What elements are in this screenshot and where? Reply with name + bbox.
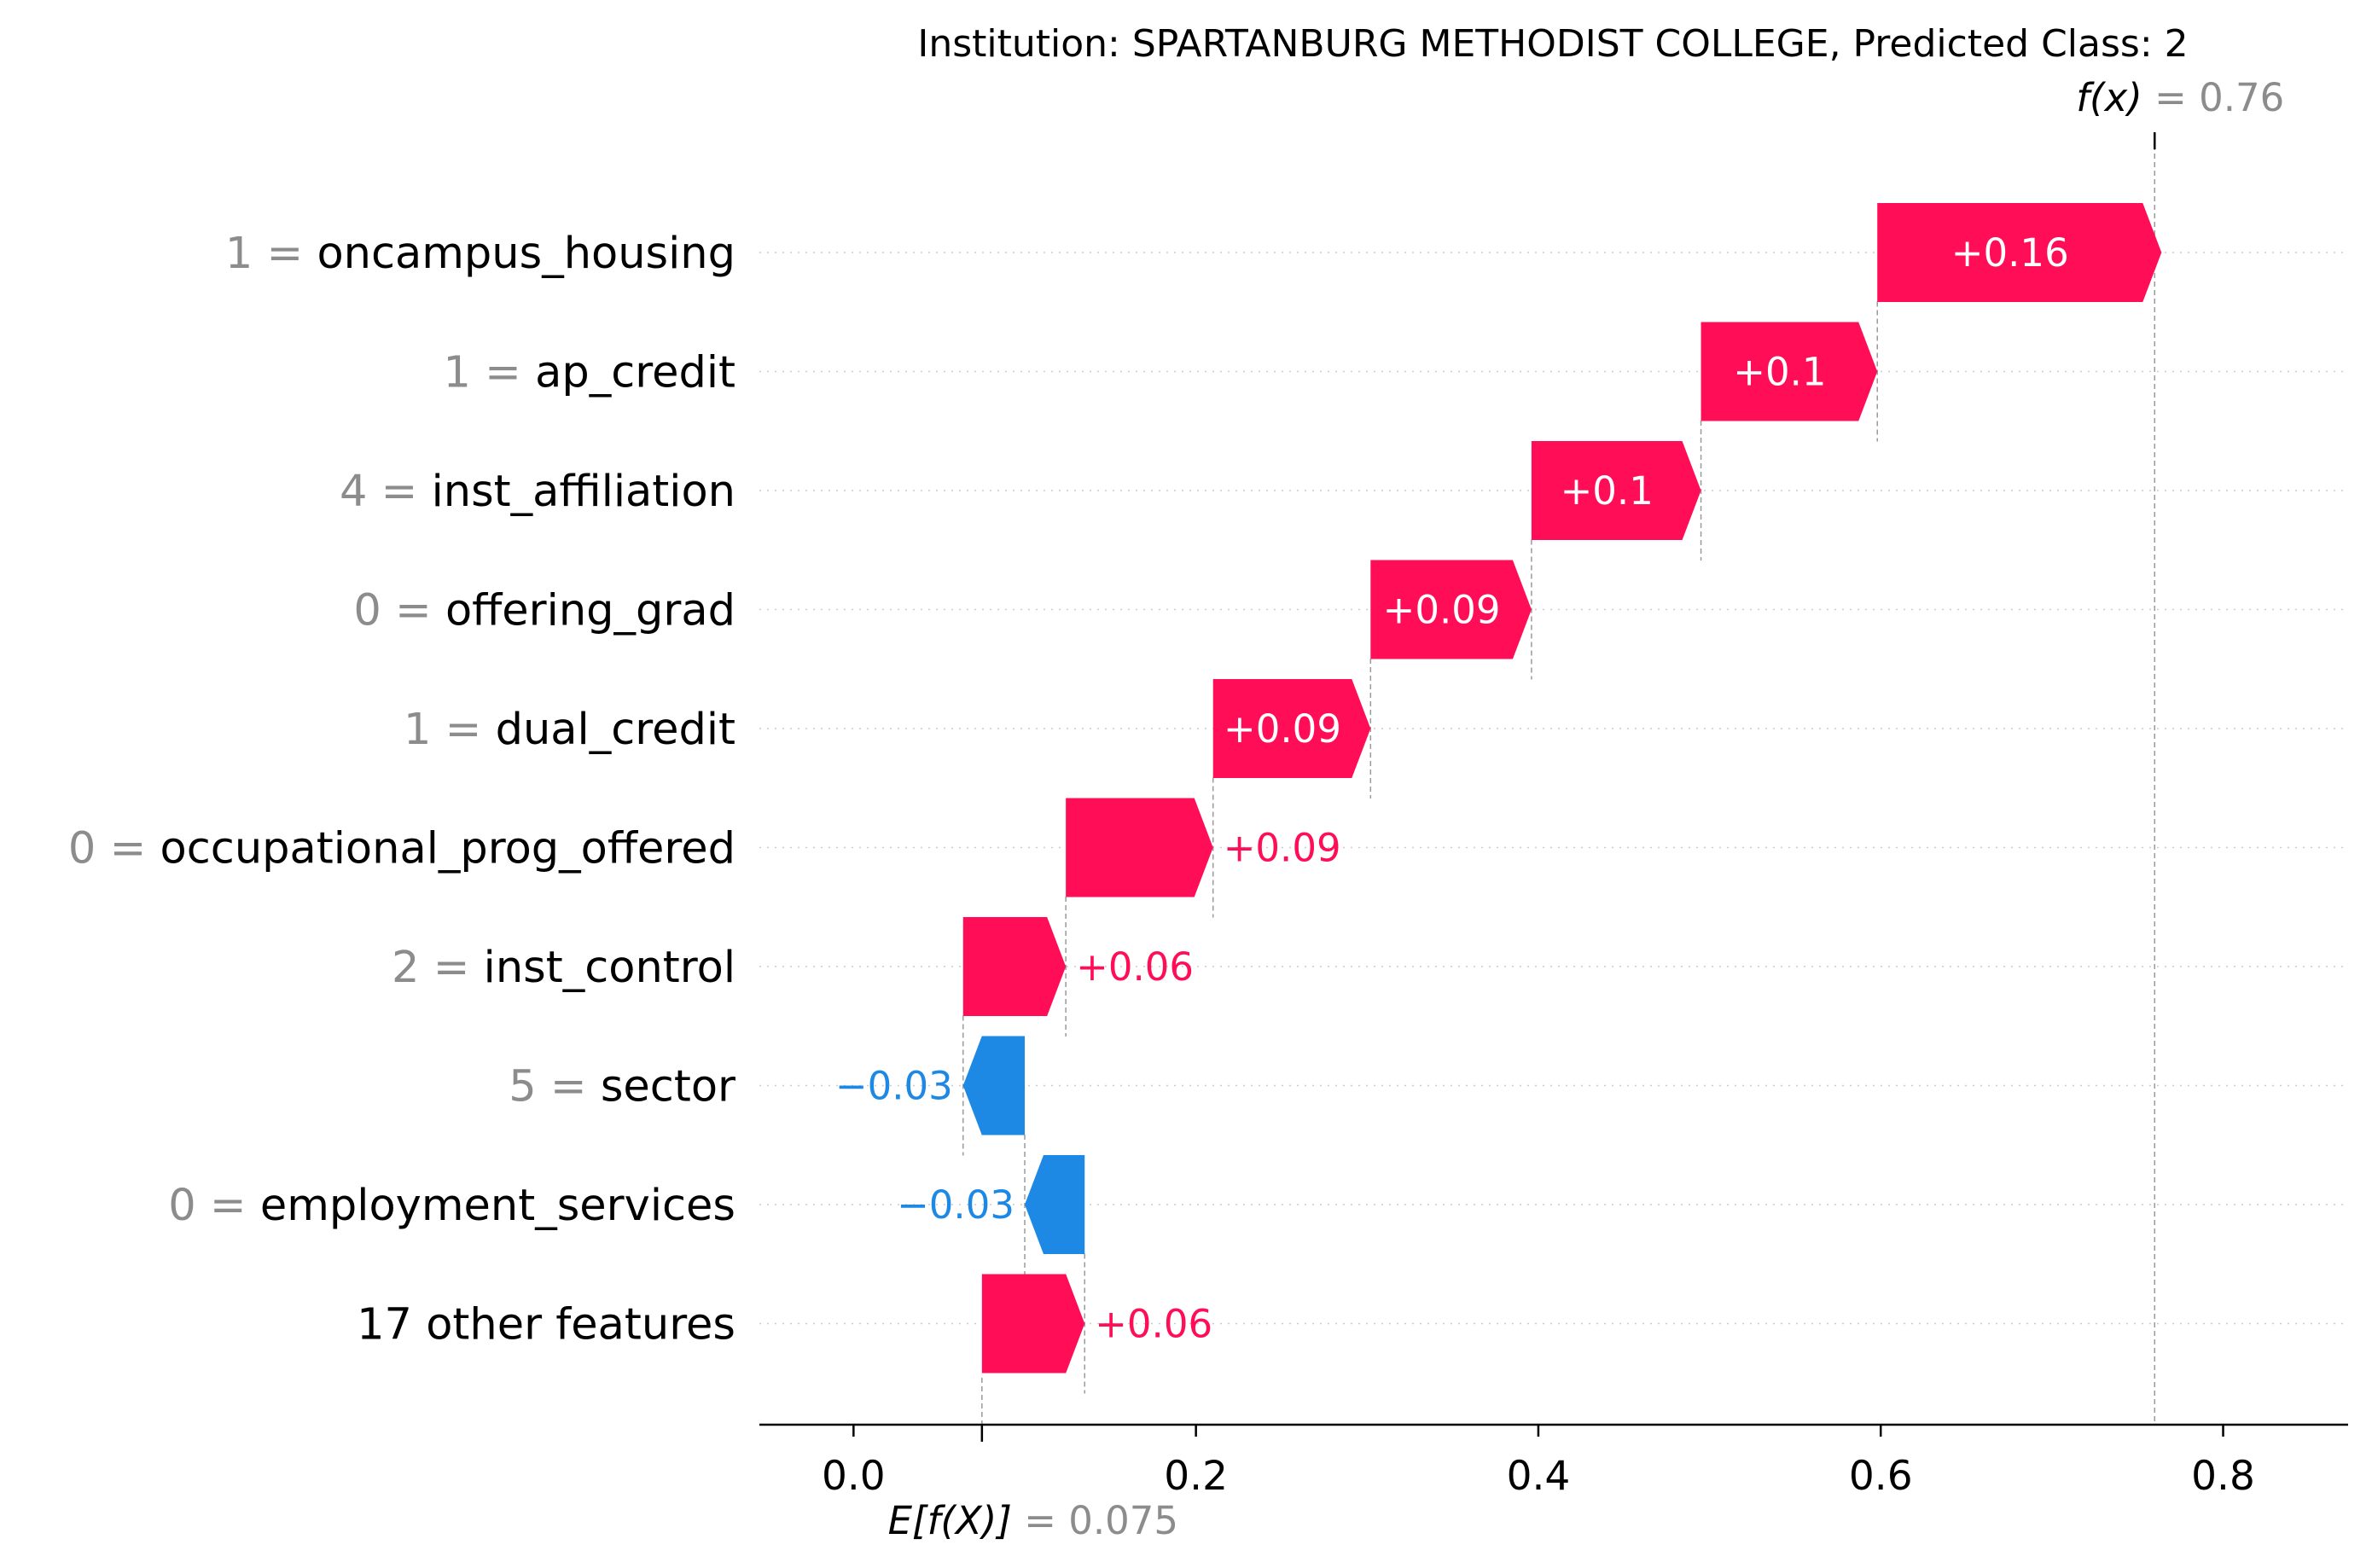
bar-negative xyxy=(1025,1155,1085,1254)
bar-positive xyxy=(1212,679,1371,778)
bar-value-label: +0.09 xyxy=(1224,706,1341,752)
feature-name: ap_credit xyxy=(535,348,735,398)
bar-labels: +0.16 +0.1 +0.1 +0.09 +0.09 +0.09 +0.06 −0.03 −0… xyxy=(835,230,2069,1347)
x-tick-label: 0.8 xyxy=(2191,1453,2255,1500)
bar-value-label: −0.03 xyxy=(897,1182,1014,1228)
chart-title: Institution: SPARTANBURG METHODIST COLLE… xyxy=(917,22,2188,66)
bar-value-label: +0.06 xyxy=(1095,1302,1212,1347)
base-value: = 0.075 xyxy=(1012,1498,1178,1543)
bar-value-label: +0.06 xyxy=(1076,944,1194,990)
feature-label: 0 = occupational_prog_offered xyxy=(68,824,735,874)
bar-positive xyxy=(962,917,1067,1016)
feature-label: 5 = sector xyxy=(509,1062,735,1112)
base-label: E[f(X)] xyxy=(888,1498,1012,1543)
bar-value-label: −0.03 xyxy=(835,1064,953,1109)
feature-value: 1 = xyxy=(404,705,496,755)
bar-negative xyxy=(962,1036,1026,1135)
feature-name: employment_services xyxy=(260,1181,735,1231)
bar-value-label: +0.09 xyxy=(1383,588,1501,633)
bars xyxy=(962,203,2162,1373)
x-tick-label: 0.4 xyxy=(1507,1453,1571,1500)
feature-value: 0 = xyxy=(68,824,160,874)
row-grid-lines xyxy=(759,252,2348,1325)
feature-name: oncampus_housing xyxy=(317,229,735,279)
feature-label: 1 = ap_credit xyxy=(443,348,735,398)
feature-label: 4 = inst_affiliation xyxy=(340,467,735,517)
bar-positive xyxy=(1370,560,1532,659)
feature-value: 1 = xyxy=(443,348,535,398)
feature-name: dual_credit xyxy=(496,705,735,755)
feature-name: sector xyxy=(601,1062,735,1112)
bar-positive xyxy=(1877,203,2162,302)
output-label: f(x) xyxy=(2076,75,2142,120)
bar-positive xyxy=(981,1274,1085,1373)
bar-positive xyxy=(1701,322,1878,421)
feature-value: 4 = xyxy=(340,467,432,517)
bar-value-label: +0.16 xyxy=(1951,230,2069,276)
base-value-label: E[f(X)] = 0.075 xyxy=(888,1498,1178,1543)
feature-value: 1 = xyxy=(225,229,317,279)
feature-value: 5 = xyxy=(509,1062,601,1112)
feature-label: 0 = employment_services xyxy=(168,1181,735,1231)
feature-name: 17 other features xyxy=(357,1300,735,1350)
bar-positive xyxy=(1066,798,1213,897)
x-tick-label: 0.6 xyxy=(1849,1453,1913,1500)
bar-value-label: +0.09 xyxy=(1224,826,1341,871)
feature-label: 17 other features xyxy=(357,1300,735,1350)
bar-value-label: +0.1 xyxy=(1561,468,1654,514)
feature-label: 2 = inst_control xyxy=(392,943,735,993)
feature-label: 1 = dual_credit xyxy=(404,705,735,755)
x-tick-label: 0.0 xyxy=(822,1453,886,1500)
feature-value: 2 = xyxy=(392,943,484,993)
connector-lines xyxy=(962,132,2156,1442)
bar-positive xyxy=(1531,441,1701,540)
output-value-label: f(x) = 0.76 xyxy=(2076,75,2284,120)
x-axis: 0.0 0.2 0.4 0.6 0.8 xyxy=(759,1423,2348,1500)
feature-label: 0 = offering_grad xyxy=(353,586,735,636)
feature-label: 1 = oncampus_housing xyxy=(225,229,735,279)
feature-value: 0 = xyxy=(168,1181,260,1231)
feature-value: 0 = xyxy=(353,586,445,636)
annotations: f(x) = 0.76 E[f(X)] = 0.075 xyxy=(888,75,2285,1543)
feature-name: inst_control xyxy=(484,943,735,993)
x-tick-label: 0.2 xyxy=(1164,1453,1228,1500)
feature-name: offering_grad xyxy=(445,586,735,636)
output-value: = 0.76 xyxy=(2142,75,2285,120)
feature-name: occupational_prog_offered xyxy=(160,824,735,874)
bar-value-label: +0.1 xyxy=(1733,350,1826,395)
feature-name: inst_affiliation xyxy=(432,467,735,517)
